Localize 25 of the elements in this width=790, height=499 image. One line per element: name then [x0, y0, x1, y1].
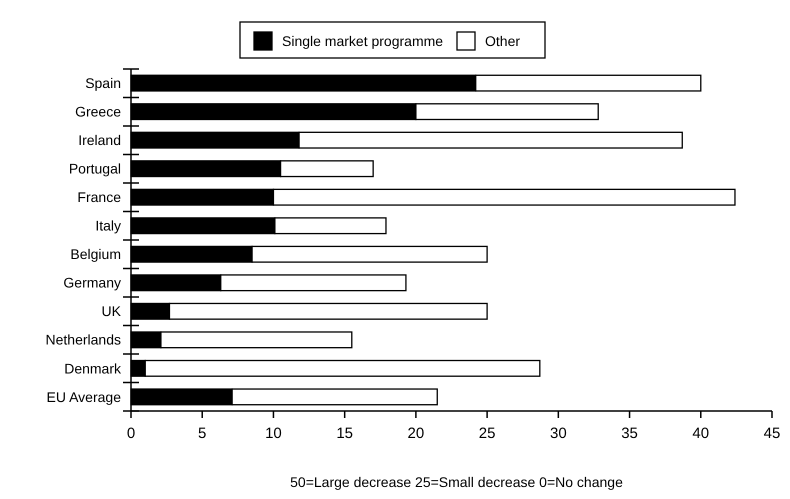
x-tick-label: 35 — [621, 425, 638, 442]
x-tick-label: 0 — [126, 425, 136, 442]
x-tick-label: 20 — [408, 425, 424, 442]
y-tick-label: Germany — [63, 274, 121, 291]
y-tick-label: Spain — [85, 75, 121, 92]
x-tick-label: 30 — [550, 425, 567, 442]
y-tick-label: UK — [102, 303, 122, 320]
legend-label: Single market programme — [282, 32, 444, 49]
y-tick-label: Portugal — [68, 160, 121, 177]
x-tick-label: 15 — [336, 425, 354, 442]
y-tick-label: Italy — [95, 218, 121, 234]
x-tick-label: 10 — [265, 425, 282, 442]
x-tick-label: 25 — [478, 425, 496, 442]
x-tick-label: 5 — [198, 425, 206, 442]
y-tick-label: Denmark — [64, 360, 122, 376]
y-tick-label: Ireland — [78, 132, 121, 148]
y-tick-label: Belgium — [70, 246, 121, 262]
y-tick-label: Netherlands — [46, 332, 121, 348]
legend-label: Other — [485, 32, 520, 49]
x-tick-label: 40 — [692, 425, 710, 442]
y-tick-label: France — [77, 189, 122, 206]
y-tick-label: EU Average — [46, 388, 122, 405]
y-tick-label: Greece — [75, 104, 122, 120]
x-tick-label: 45 — [764, 425, 780, 442]
x-axis-title: 50=Large decrease 25=Small decrease 0=No change — [290, 474, 624, 490]
